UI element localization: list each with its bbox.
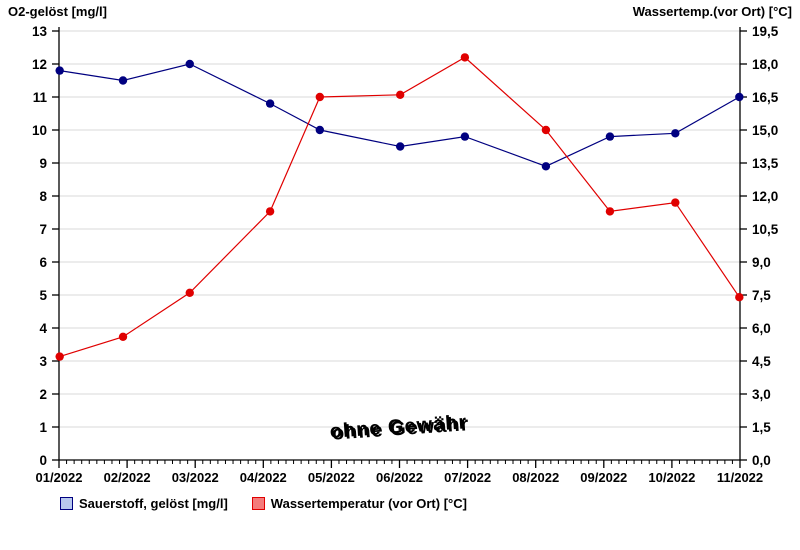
- temp-legend-swatch-icon: [251, 497, 265, 510]
- svg-text:8: 8: [39, 189, 47, 204]
- svg-text:08/2022: 08/2022: [512, 470, 559, 485]
- svg-text:6: 6: [39, 255, 47, 270]
- svg-text:18,0: 18,0: [752, 57, 778, 72]
- legend-item-o2: Sauerstoff, gelöst [mg/l]: [60, 496, 228, 511]
- temp-point-07/2022: [460, 53, 470, 62]
- left-axis-title: O2-gelöst [mg/l]: [8, 4, 107, 19]
- svg-text:0: 0: [39, 453, 47, 468]
- right-axis-title: Wassertemp.(vor Ort) [°C]: [632, 4, 792, 19]
- temp-point-11/2022: [735, 293, 744, 302]
- o2-point-09/2022: [605, 132, 615, 141]
- temp-point-04/2022: [265, 207, 275, 216]
- svg-text:12,0: 12,0: [752, 189, 778, 204]
- svg-text:2: 2: [39, 387, 47, 402]
- o2-point-05/2022: [315, 125, 325, 135]
- temp-point-09/2022: [605, 207, 615, 216]
- svg-text:9,0: 9,0: [752, 255, 771, 270]
- svg-text:15,0: 15,0: [752, 123, 778, 138]
- svg-text:19,5: 19,5: [752, 24, 779, 39]
- temp-point-01/2022: [55, 352, 64, 361]
- svg-text:03/2022: 03/2022: [172, 470, 219, 485]
- svg-text:09/2022: 09/2022: [580, 470, 627, 485]
- svg-text:16,5: 16,5: [752, 90, 779, 105]
- svg-text:05/2022: 05/2022: [308, 470, 355, 485]
- o2-point-10/2022: [671, 129, 680, 138]
- o2-point-02/2022: [118, 76, 128, 85]
- chart-legend: Sauerstoff, gelöst [mg/l] Wassertemperat…: [60, 496, 467, 511]
- svg-text:9: 9: [39, 156, 47, 171]
- o2-point-04/2022: [265, 99, 275, 108]
- o2-legend-swatch-icon: [60, 497, 73, 510]
- legend-item-temp: Wassertemperatur (vor Ort) [°C]: [251, 496, 467, 511]
- svg-text:11/2022: 11/2022: [717, 470, 763, 485]
- svg-text:1: 1: [39, 420, 47, 435]
- temp-point-03/2022: [185, 288, 194, 297]
- svg-text:13,5: 13,5: [752, 156, 779, 171]
- svg-text:11: 11: [33, 90, 48, 105]
- svg-text:3,0: 3,0: [752, 387, 771, 402]
- o2-point-06/2022: [395, 142, 405, 151]
- svg-text:10,5: 10,5: [752, 222, 779, 237]
- temp-point-02/2022: [118, 332, 128, 341]
- temp-point-10/2022: [671, 198, 680, 207]
- svg-text:7: 7: [39, 222, 47, 237]
- svg-text:13: 13: [32, 24, 48, 39]
- svg-text:12: 12: [32, 57, 47, 72]
- o2-point-03/2022: [185, 59, 194, 69]
- watermark-text: ohne Gewähr: [331, 413, 470, 445]
- svg-text:3: 3: [39, 354, 47, 369]
- svg-text:01/2022: 01/2022: [36, 470, 83, 485]
- svg-text:06/2022: 06/2022: [376, 470, 423, 485]
- svg-text:0,0: 0,0: [752, 453, 771, 468]
- svg-text:02/2022: 02/2022: [104, 470, 151, 485]
- svg-text:10/2022: 10/2022: [648, 470, 695, 485]
- svg-text:5: 5: [39, 288, 47, 303]
- svg-text:07/2022: 07/2022: [444, 470, 491, 485]
- o2-point-07/2022: [460, 132, 470, 141]
- temp-line: [59, 56, 740, 358]
- temp-point-05/2022: [315, 92, 325, 102]
- svg-text:1,5: 1,5: [752, 420, 771, 435]
- o2-line: [59, 63, 740, 167]
- o2-point-08/2022: [541, 162, 551, 171]
- svg-text:10: 10: [32, 123, 47, 138]
- legend-label-o2: Sauerstoff, gelöst [mg/l]: [79, 496, 228, 511]
- legend-label-temp: Wassertemperatur (vor Ort) [°C]: [270, 496, 467, 511]
- o2-point-01/2022: [55, 66, 64, 75]
- svg-text:4,5: 4,5: [752, 354, 771, 369]
- svg-text:4: 4: [39, 321, 47, 336]
- temp-point-06/2022: [395, 90, 405, 100]
- svg-text:7,5: 7,5: [752, 288, 771, 303]
- o2-point-11/2022: [735, 92, 744, 102]
- temp-point-08/2022: [541, 125, 551, 135]
- svg-text:04/2022: 04/2022: [240, 470, 287, 485]
- svg-text:6,0: 6,0: [752, 321, 771, 336]
